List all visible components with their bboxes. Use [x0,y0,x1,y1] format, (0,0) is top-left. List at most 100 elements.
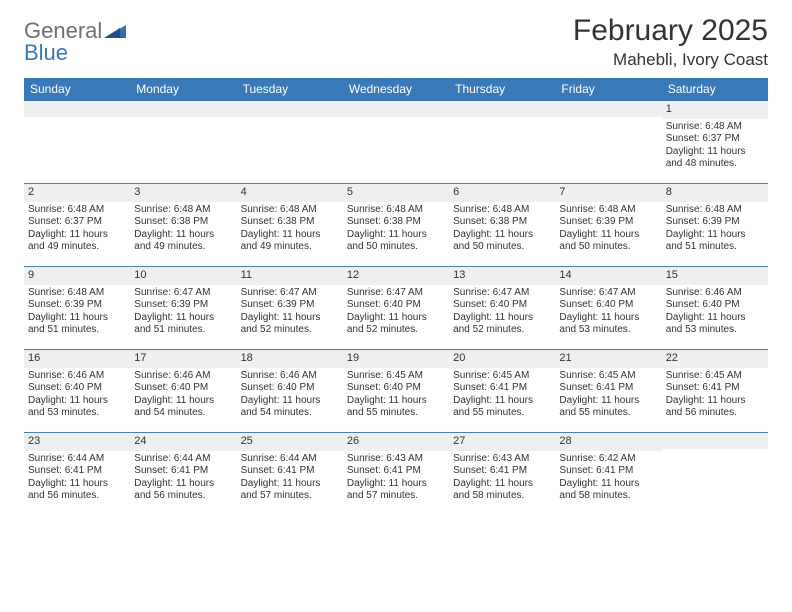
day-number: 27 [449,433,555,451]
day-details: Sunrise: 6:43 AMSunset: 6:41 PMDaylight:… [343,451,449,507]
day-details: Sunrise: 6:48 AMSunset: 6:39 PMDaylight:… [24,285,130,341]
sunset-text: Sunset: 6:41 PM [28,465,126,478]
day-cell: 7Sunrise: 6:48 AMSunset: 6:39 PMDaylight… [555,184,661,266]
day-number [662,433,768,449]
sunrise-text: Sunrise: 6:45 AM [666,370,764,383]
daylight-text: Daylight: 11 hours and 54 minutes. [241,395,339,420]
day-number: 23 [24,433,130,451]
sunset-text: Sunset: 6:40 PM [666,299,764,312]
sunrise-text: Sunrise: 6:43 AM [453,453,551,466]
day-number: 24 [130,433,236,451]
sunrise-text: Sunrise: 6:48 AM [666,121,764,134]
day-cell: 1Sunrise: 6:48 AMSunset: 6:37 PMDaylight… [662,101,768,183]
day-number: 1 [662,101,768,119]
daylight-text: Daylight: 11 hours and 51 minutes. [28,312,126,337]
day-cell: 26Sunrise: 6:43 AMSunset: 6:41 PMDayligh… [343,433,449,515]
day-number: 9 [24,267,130,285]
day-cell: 16Sunrise: 6:46 AMSunset: 6:40 PMDayligh… [24,350,130,432]
sunset-text: Sunset: 6:40 PM [453,299,551,312]
day-number: 28 [555,433,661,451]
sunset-text: Sunset: 6:39 PM [241,299,339,312]
day-number: 4 [237,184,343,202]
calendar-page: General Blue February 2025 Mahebli, Ivor… [0,0,792,525]
daylight-text: Daylight: 11 hours and 50 minutes. [453,229,551,254]
sunrise-text: Sunrise: 6:44 AM [28,453,126,466]
day-number: 13 [449,267,555,285]
daylight-text: Daylight: 11 hours and 52 minutes. [241,312,339,337]
day-number: 6 [449,184,555,202]
day-cell: 25Sunrise: 6:44 AMSunset: 6:41 PMDayligh… [237,433,343,515]
sunrise-text: Sunrise: 6:47 AM [347,287,445,300]
logo-word2: Blue [24,40,68,65]
daylight-text: Daylight: 11 hours and 58 minutes. [453,478,551,503]
weekday-header: Monday [130,78,236,101]
day-details: Sunrise: 6:46 AMSunset: 6:40 PMDaylight:… [24,368,130,424]
day-cell: 8Sunrise: 6:48 AMSunset: 6:39 PMDaylight… [662,184,768,266]
daylight-text: Daylight: 11 hours and 51 minutes. [666,229,764,254]
day-details: Sunrise: 6:48 AMSunset: 6:38 PMDaylight:… [130,202,236,258]
daylight-text: Daylight: 11 hours and 55 minutes. [453,395,551,420]
sunset-text: Sunset: 6:41 PM [559,382,657,395]
sunrise-text: Sunrise: 6:48 AM [347,204,445,217]
sunset-text: Sunset: 6:40 PM [347,299,445,312]
sunset-text: Sunset: 6:40 PM [134,382,232,395]
day-cell [130,101,236,183]
sunset-text: Sunset: 6:40 PM [347,382,445,395]
sunrise-text: Sunrise: 6:47 AM [134,287,232,300]
day-details: Sunrise: 6:42 AMSunset: 6:41 PMDaylight:… [555,451,661,507]
sunset-text: Sunset: 6:38 PM [347,216,445,229]
day-number: 16 [24,350,130,368]
daylight-text: Daylight: 11 hours and 53 minutes. [666,312,764,337]
day-number: 2 [24,184,130,202]
day-number: 17 [130,350,236,368]
day-number [24,101,130,117]
sunrise-text: Sunrise: 6:45 AM [453,370,551,383]
daylight-text: Daylight: 11 hours and 50 minutes. [347,229,445,254]
day-cell: 15Sunrise: 6:46 AMSunset: 6:40 PMDayligh… [662,267,768,349]
sunrise-text: Sunrise: 6:46 AM [28,370,126,383]
sunrise-text: Sunrise: 6:47 AM [453,287,551,300]
day-cell: 21Sunrise: 6:45 AMSunset: 6:41 PMDayligh… [555,350,661,432]
sunrise-text: Sunrise: 6:43 AM [347,453,445,466]
day-cell: 19Sunrise: 6:45 AMSunset: 6:40 PMDayligh… [343,350,449,432]
day-details: Sunrise: 6:48 AMSunset: 6:38 PMDaylight:… [343,202,449,258]
sunset-text: Sunset: 6:40 PM [28,382,126,395]
day-cell [24,101,130,183]
day-number: 20 [449,350,555,368]
sunset-text: Sunset: 6:39 PM [666,216,764,229]
sunrise-text: Sunrise: 6:48 AM [28,204,126,217]
day-number: 10 [130,267,236,285]
day-cell: 27Sunrise: 6:43 AMSunset: 6:41 PMDayligh… [449,433,555,515]
sunset-text: Sunset: 6:37 PM [666,133,764,146]
sunrise-text: Sunrise: 6:48 AM [666,204,764,217]
day-details: Sunrise: 6:45 AMSunset: 6:41 PMDaylight:… [449,368,555,424]
day-cell: 28Sunrise: 6:42 AMSunset: 6:41 PMDayligh… [555,433,661,515]
sunset-text: Sunset: 6:38 PM [241,216,339,229]
sunrise-text: Sunrise: 6:44 AM [134,453,232,466]
daylight-text: Daylight: 11 hours and 54 minutes. [134,395,232,420]
day-number: 5 [343,184,449,202]
day-details: Sunrise: 6:45 AMSunset: 6:41 PMDaylight:… [662,368,768,424]
day-details: Sunrise: 6:43 AMSunset: 6:41 PMDaylight:… [449,451,555,507]
day-details: Sunrise: 6:47 AMSunset: 6:40 PMDaylight:… [343,285,449,341]
sunset-text: Sunset: 6:40 PM [241,382,339,395]
day-cell [237,101,343,183]
day-number: 19 [343,350,449,368]
sunset-text: Sunset: 6:41 PM [666,382,764,395]
daylight-text: Daylight: 11 hours and 57 minutes. [347,478,445,503]
title-block: February 2025 Mahebli, Ivory Coast [573,14,768,70]
day-details: Sunrise: 6:48 AMSunset: 6:38 PMDaylight:… [449,202,555,258]
daylight-text: Daylight: 11 hours and 50 minutes. [559,229,657,254]
day-cell: 12Sunrise: 6:47 AMSunset: 6:40 PMDayligh… [343,267,449,349]
sunrise-text: Sunrise: 6:48 AM [134,204,232,217]
sunset-text: Sunset: 6:41 PM [453,465,551,478]
day-cell: 18Sunrise: 6:46 AMSunset: 6:40 PMDayligh… [237,350,343,432]
day-details: Sunrise: 6:48 AMSunset: 6:39 PMDaylight:… [555,202,661,258]
daylight-text: Daylight: 11 hours and 49 minutes. [241,229,339,254]
daylight-text: Daylight: 11 hours and 53 minutes. [28,395,126,420]
day-cell: 13Sunrise: 6:47 AMSunset: 6:40 PMDayligh… [449,267,555,349]
logo-triangle-icon [104,20,126,42]
sunrise-text: Sunrise: 6:45 AM [347,370,445,383]
daylight-text: Daylight: 11 hours and 49 minutes. [28,229,126,254]
sunrise-text: Sunrise: 6:48 AM [559,204,657,217]
